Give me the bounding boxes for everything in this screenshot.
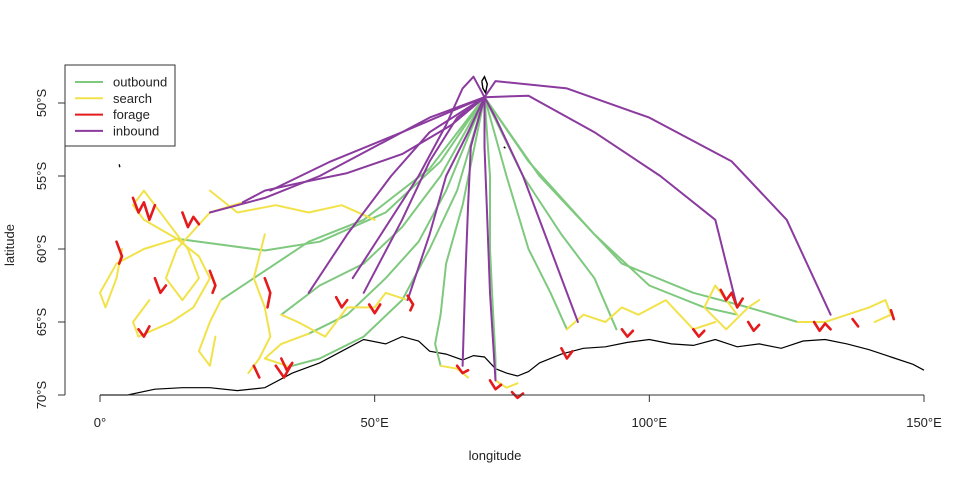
track-forage xyxy=(746,320,761,333)
track-outbound xyxy=(219,96,486,302)
legend-label-inbound: inbound xyxy=(113,123,159,138)
track-outbound xyxy=(483,96,568,331)
track-search xyxy=(247,233,272,375)
track-forage xyxy=(812,320,832,333)
track-search xyxy=(703,284,761,331)
series-outbound xyxy=(175,96,799,382)
track-search xyxy=(99,237,178,309)
track-forage xyxy=(488,379,503,391)
track-inbound xyxy=(406,96,486,302)
track-forage xyxy=(252,364,261,379)
track-forage xyxy=(115,240,124,265)
y-ticks: 50°S 55°S 60°S 65°S 70°S xyxy=(34,89,65,410)
track-forage xyxy=(455,364,470,375)
x-tick-label: 0° xyxy=(94,415,106,430)
legend-label-forage: forage xyxy=(113,107,150,122)
track-forage xyxy=(367,303,382,315)
series-forage xyxy=(115,196,896,400)
track-inbound xyxy=(483,94,739,309)
y-tick-label: 50°S xyxy=(34,89,49,118)
track-outbound xyxy=(483,96,497,382)
track-forage xyxy=(851,317,860,328)
track-inbound xyxy=(208,96,486,214)
axes: 0° 50°E 100°E 150°E 50°S 55°S 60°S 65°S 70°S lo… xyxy=(2,89,942,463)
track-forage xyxy=(153,276,168,295)
track-outbound xyxy=(483,96,799,323)
track-outbound xyxy=(307,96,486,335)
x-ticks: 0° 50°E 100°E 150°E xyxy=(94,395,942,430)
track-search xyxy=(132,237,211,338)
track-forage xyxy=(889,309,896,321)
plot-area xyxy=(99,75,925,400)
track-forage xyxy=(131,196,157,222)
track-forage xyxy=(208,269,217,295)
track-search xyxy=(494,379,519,389)
x-tick-label: 100°E xyxy=(632,415,668,430)
track-forage xyxy=(137,325,151,338)
track-forage xyxy=(620,328,635,338)
track-outbound xyxy=(434,96,486,367)
track-forage xyxy=(263,276,272,309)
coastline xyxy=(100,335,925,396)
y-axis-title: latitude xyxy=(2,224,17,266)
track-inbound xyxy=(351,75,486,280)
island-outline xyxy=(481,75,489,95)
track-search xyxy=(208,189,376,221)
y-tick-label: 60°S xyxy=(34,235,49,264)
series-search xyxy=(99,189,892,389)
track-forage xyxy=(406,294,415,312)
x-tick-label: 150°E xyxy=(906,415,942,430)
track-inbound xyxy=(362,96,486,294)
track-outbound xyxy=(175,96,486,252)
legend-label-search: search xyxy=(113,91,152,106)
island-outline xyxy=(503,146,506,149)
track-outbound xyxy=(291,96,486,367)
track-inbound xyxy=(483,96,579,323)
track-forage xyxy=(719,288,744,309)
track-forage xyxy=(560,347,574,360)
track-inbound xyxy=(483,80,832,316)
track-search xyxy=(280,291,409,338)
track-forage xyxy=(181,211,201,229)
track-forage xyxy=(334,295,349,309)
series-inbound xyxy=(208,75,832,382)
track-inbound xyxy=(461,96,486,367)
track-search xyxy=(565,299,717,331)
track-search xyxy=(796,299,892,323)
track-inbound xyxy=(483,96,497,382)
x-tick-label: 50°E xyxy=(360,415,389,430)
track-search xyxy=(197,299,222,367)
island-outline xyxy=(118,164,121,168)
track-forage xyxy=(692,328,706,338)
track-outbound xyxy=(280,96,486,316)
y-tick-label: 70°S xyxy=(34,381,49,410)
track-search xyxy=(263,332,310,367)
track-search xyxy=(439,364,470,379)
y-tick-label: 55°S xyxy=(34,162,49,191)
legend-label-outbound: outbound xyxy=(113,75,167,90)
x-axis-title: longitude xyxy=(469,448,522,463)
legend-box xyxy=(64,64,176,147)
track-forage xyxy=(274,357,294,379)
y-tick-label: 65°S xyxy=(34,308,49,337)
track-inbound xyxy=(269,96,486,192)
